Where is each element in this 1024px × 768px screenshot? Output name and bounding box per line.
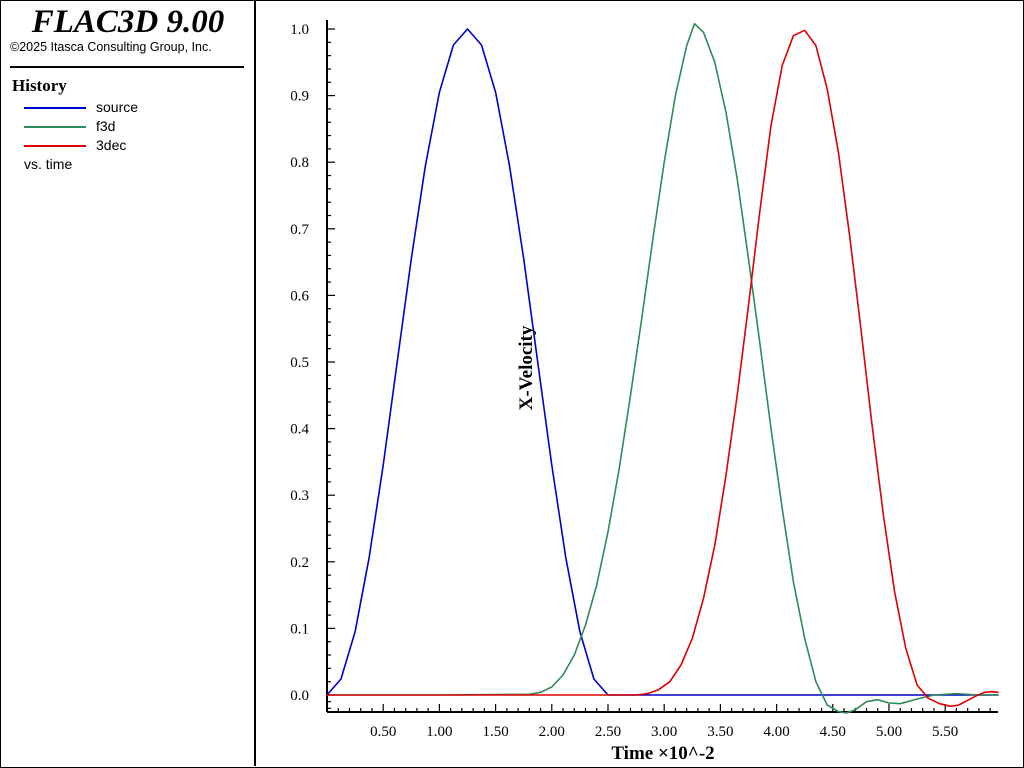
title-divider — [10, 66, 244, 68]
plot-axes: 0.0 0.1 0.2 0.3 0.4 0.5 0.6 0.7 0.8 0.9 1.0 0.50 1.0… — [290, 20, 998, 740]
y-tick-label: 0.7 — [290, 222, 309, 238]
legend-heading: History — [12, 76, 67, 95]
y-tick-label: 0.9 — [290, 89, 309, 105]
y-tick-label: 0.6 — [290, 288, 309, 304]
legend-label-source: source — [96, 99, 139, 115]
x-tick-label: 3.00 — [651, 724, 677, 740]
y-tick-label: 0.2 — [290, 555, 309, 571]
x-tick-label: 2.50 — [595, 724, 621, 740]
series-line-f3d — [326, 22, 999, 714]
x-tick-label: 0.50 — [370, 724, 396, 740]
history-plot: 0.0 0.1 0.2 0.3 0.4 0.5 0.6 0.7 0.8 0.9 1.0 0.50 1.0… — [290, 20, 999, 764]
legend-swatch-source — [24, 107, 86, 109]
y-tick-label: 0.8 — [290, 155, 309, 171]
x-tick-label: 5.50 — [932, 724, 958, 740]
x-tick-label: 1.50 — [482, 724, 508, 740]
y-axis-label: X-Velocity — [516, 325, 537, 410]
legend-swatch-3dec — [24, 145, 86, 147]
y-tick-label: 0.3 — [290, 488, 309, 504]
legend-label-f3d: f3d — [96, 118, 116, 134]
x-tick-label: 5.00 — [876, 724, 902, 740]
x-tick-label: 4.00 — [763, 724, 789, 740]
x-axis-label: Time ×10^-2 — [611, 743, 714, 764]
series-line-3dec — [326, 29, 999, 708]
legend-panel: FLAC3D 9.00 ©2025 Itasca Consulting Grou… — [0, 0, 256, 766]
series-line-source — [326, 28, 999, 696]
x-tick-label: 4.50 — [820, 724, 846, 740]
x-tick-label: 3.50 — [707, 724, 733, 740]
y-tick-label: 1.0 — [290, 22, 309, 38]
legend-label-3dec: 3dec — [96, 137, 127, 153]
y-tick-label: 0.0 — [290, 688, 309, 704]
app-title: FLAC3D 9.00 — [31, 4, 225, 40]
x-tick-label: 1.00 — [426, 724, 452, 740]
y-tick-label: 0.1 — [290, 621, 309, 637]
plot-series — [326, 22, 999, 714]
copyright-text: ©2025 Itasca Consulting Group, Inc. — [10, 40, 212, 54]
x-tick-label: 2.00 — [539, 724, 565, 740]
legend-footer: vs. time — [24, 156, 73, 172]
y-tick-label: 0.4 — [290, 422, 309, 438]
y-tick-label: 0.5 — [290, 355, 309, 371]
legend-swatch-f3d — [24, 126, 86, 128]
